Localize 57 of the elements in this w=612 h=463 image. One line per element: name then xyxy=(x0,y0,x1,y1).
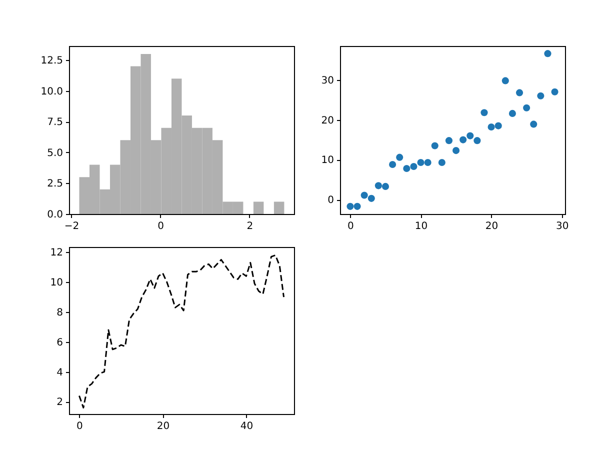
point xyxy=(452,147,460,154)
point xyxy=(530,120,538,128)
y-tick-label: 2.5 xyxy=(47,178,63,190)
x-tick-label: 40 xyxy=(240,421,254,432)
y-tick-label: 0 xyxy=(328,195,334,206)
x-tick-label: −2 xyxy=(64,221,80,232)
x-tick-label: 2 xyxy=(246,221,254,232)
y-tick-label: 4 xyxy=(56,367,63,378)
point xyxy=(460,136,467,144)
point xyxy=(403,164,410,172)
line-series xyxy=(78,254,285,408)
x-tick-label: 20 xyxy=(156,421,170,432)
x-tick-label: 10 xyxy=(414,221,428,232)
point xyxy=(417,158,424,166)
y-tick-label: 12 xyxy=(50,248,63,259)
point xyxy=(551,88,558,96)
point xyxy=(544,50,552,58)
point xyxy=(354,202,361,210)
y-tick-label: 2 xyxy=(56,397,63,408)
y-tick-label: 10 xyxy=(50,278,63,289)
point xyxy=(431,142,438,150)
y-tick-label: 8 xyxy=(56,308,63,319)
point xyxy=(438,158,446,166)
x-tick-label: 0 xyxy=(158,221,164,232)
point xyxy=(494,122,502,130)
point xyxy=(508,110,516,117)
point xyxy=(396,154,404,161)
point xyxy=(424,158,432,166)
point xyxy=(502,77,509,84)
point xyxy=(474,137,481,144)
point xyxy=(537,92,544,100)
y-tick-label: 10.0 xyxy=(40,86,63,98)
y-tick-label: 6 xyxy=(56,337,63,348)
y-tick-label: 0.0 xyxy=(47,210,63,220)
point xyxy=(389,160,396,168)
point xyxy=(480,109,488,116)
point xyxy=(466,132,474,140)
x-tick-label: 0 xyxy=(348,221,354,232)
y-tick-label: 5.0 xyxy=(47,148,63,159)
y-tick-label: 10 xyxy=(321,155,334,166)
x-tick-label: 30 xyxy=(556,221,569,232)
point xyxy=(382,182,390,190)
point xyxy=(346,202,354,210)
y-tick-label: 12.5 xyxy=(40,56,63,67)
y-tick-label: 7.5 xyxy=(47,117,63,128)
point xyxy=(410,162,418,170)
point xyxy=(374,182,382,190)
y-tick-label: 30 xyxy=(321,75,334,86)
point xyxy=(523,104,530,112)
point xyxy=(516,89,524,96)
point xyxy=(360,192,368,199)
x-tick-label: 20 xyxy=(485,221,498,232)
point xyxy=(488,123,495,131)
point xyxy=(445,137,453,144)
x-tick-label: 0 xyxy=(76,421,83,432)
y-tick-label: 20 xyxy=(321,115,334,126)
point xyxy=(368,194,375,202)
